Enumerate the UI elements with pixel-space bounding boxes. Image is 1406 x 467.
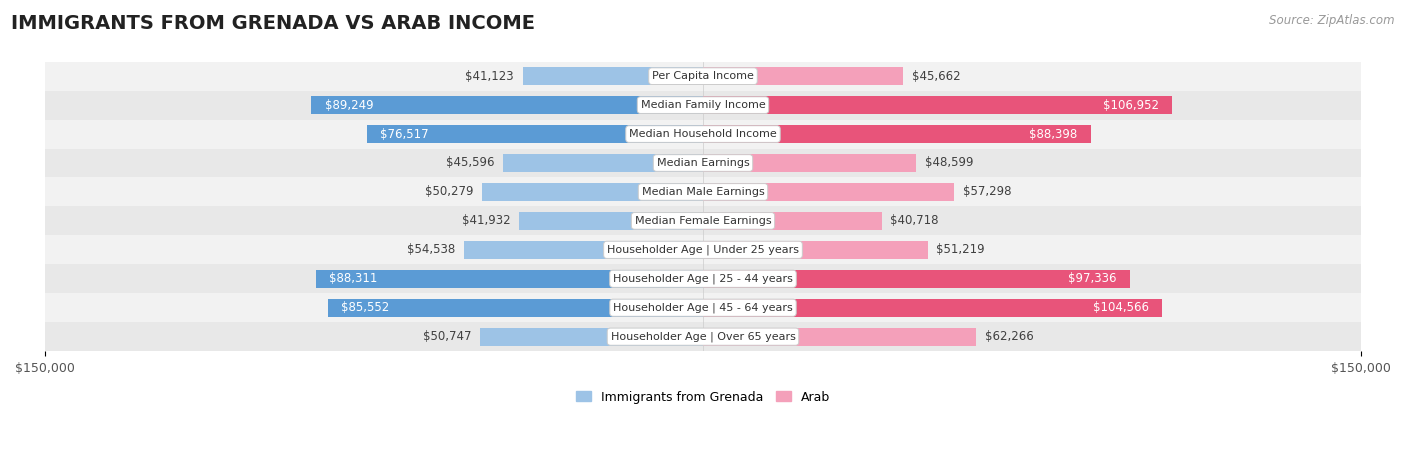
Text: Householder Age | 25 - 44 years: Householder Age | 25 - 44 years (613, 274, 793, 284)
Bar (45, 120, 1361, 149)
Bar (315, 270, 703, 288)
Text: $45,662: $45,662 (912, 70, 960, 83)
Bar (464, 241, 703, 259)
Bar (45, 149, 1361, 177)
Bar (703, 154, 917, 172)
Bar (703, 328, 976, 346)
Bar (703, 212, 882, 230)
Bar (367, 125, 703, 143)
Text: $85,552: $85,552 (340, 301, 389, 314)
Bar (45, 264, 1361, 293)
Text: Householder Age | Under 25 years: Householder Age | Under 25 years (607, 245, 799, 255)
Text: $40,718: $40,718 (890, 214, 939, 227)
Text: $88,311: $88,311 (329, 272, 377, 285)
Text: $97,336: $97,336 (1069, 272, 1116, 285)
Bar (703, 183, 955, 201)
Text: Median Earnings: Median Earnings (657, 158, 749, 168)
Bar (45, 62, 1361, 91)
Bar (523, 67, 703, 85)
Bar (703, 67, 903, 85)
Text: $76,517: $76,517 (381, 127, 429, 141)
Bar (703, 96, 1173, 114)
Bar (45, 235, 1361, 264)
Bar (503, 154, 703, 172)
Bar (328, 299, 703, 317)
Text: $41,932: $41,932 (461, 214, 510, 227)
Text: Per Capita Income: Per Capita Income (652, 71, 754, 81)
Text: $51,219: $51,219 (936, 243, 986, 256)
Text: $50,747: $50,747 (423, 330, 471, 343)
Text: $45,596: $45,596 (446, 156, 494, 170)
Text: IMMIGRANTS FROM GRENADA VS ARAB INCOME: IMMIGRANTS FROM GRENADA VS ARAB INCOME (11, 14, 536, 33)
Text: $62,266: $62,266 (986, 330, 1033, 343)
Text: $48,599: $48,599 (925, 156, 973, 170)
Bar (45, 322, 1361, 351)
Bar (45, 177, 1361, 206)
Bar (45, 206, 1361, 235)
Bar (45, 91, 1361, 120)
Text: Householder Age | 45 - 64 years: Householder Age | 45 - 64 years (613, 303, 793, 313)
Text: $57,298: $57,298 (963, 185, 1012, 198)
Text: $89,249: $89,249 (325, 99, 373, 112)
Bar (45, 293, 1361, 322)
Text: $88,398: $88,398 (1029, 127, 1077, 141)
Bar (703, 270, 1130, 288)
Bar (312, 96, 703, 114)
Bar (703, 299, 1161, 317)
Text: $50,279: $50,279 (425, 185, 474, 198)
Text: Householder Age | Over 65 years: Householder Age | Over 65 years (610, 332, 796, 342)
Text: Median Family Income: Median Family Income (641, 100, 765, 110)
Text: Source: ZipAtlas.com: Source: ZipAtlas.com (1270, 14, 1395, 27)
Bar (482, 183, 703, 201)
Text: $54,538: $54,538 (406, 243, 456, 256)
Text: Median Male Earnings: Median Male Earnings (641, 187, 765, 197)
Legend: Immigrants from Grenada, Arab: Immigrants from Grenada, Arab (571, 386, 835, 409)
Bar (703, 125, 1091, 143)
Text: $41,123: $41,123 (465, 70, 513, 83)
Text: Median Household Income: Median Household Income (628, 129, 778, 139)
Bar (481, 328, 703, 346)
Bar (703, 241, 928, 259)
Text: Median Female Earnings: Median Female Earnings (634, 216, 772, 226)
Text: $106,952: $106,952 (1104, 99, 1159, 112)
Bar (519, 212, 703, 230)
Text: $104,566: $104,566 (1092, 301, 1149, 314)
